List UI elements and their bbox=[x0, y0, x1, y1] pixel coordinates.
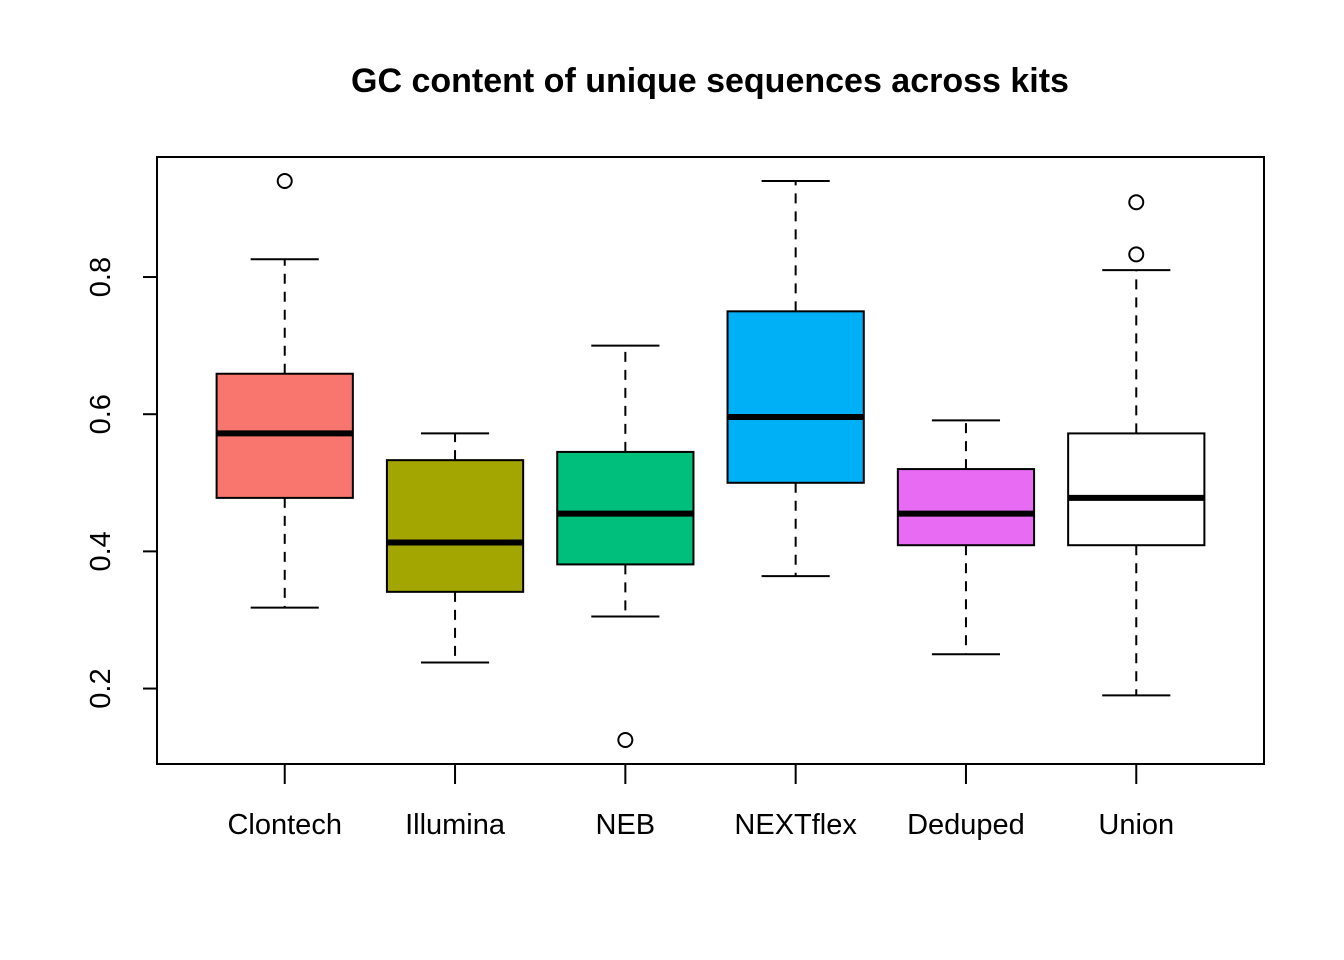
x-tick-label: Union bbox=[1098, 809, 1174, 841]
y-tick-label: 0.8 bbox=[85, 257, 117, 297]
chart-title: GC content of unique sequences across ki… bbox=[351, 62, 1069, 100]
box-neb bbox=[556, 344, 695, 748]
box-body bbox=[896, 468, 1036, 547]
y-axis: 0.2 0.4 0.6 0.8 bbox=[85, 257, 157, 709]
box-nextflex bbox=[726, 180, 865, 578]
y-tick-label: 0.6 bbox=[85, 394, 117, 434]
outlier-point bbox=[276, 173, 293, 190]
x-axis: Clontech Illumina NEB NEXTflex Deduped Union bbox=[227, 764, 1174, 841]
box-clontech bbox=[215, 173, 354, 609]
box-body bbox=[556, 450, 695, 566]
x-tick-label: NEB bbox=[596, 809, 656, 841]
box-body bbox=[1067, 432, 1206, 547]
plot-frame bbox=[156, 156, 1265, 765]
y-tick-label: 0.4 bbox=[85, 531, 117, 571]
box-body bbox=[726, 310, 865, 484]
x-tick-label: Clontech bbox=[227, 809, 341, 841]
boxes bbox=[215, 173, 1206, 748]
y-tick-label: 0.2 bbox=[85, 668, 117, 708]
box-union bbox=[1067, 194, 1206, 697]
x-tick-label: Illumina bbox=[405, 809, 506, 841]
outlier-point bbox=[1128, 246, 1145, 263]
x-tick-label: Deduped bbox=[907, 809, 1025, 841]
x-tick-label: NEXTflex bbox=[734, 809, 857, 841]
box-body bbox=[385, 459, 525, 593]
outlier-point bbox=[1128, 194, 1145, 211]
box-deduped bbox=[896, 419, 1036, 656]
outlier-point bbox=[617, 731, 634, 748]
box-illumina bbox=[385, 432, 525, 664]
